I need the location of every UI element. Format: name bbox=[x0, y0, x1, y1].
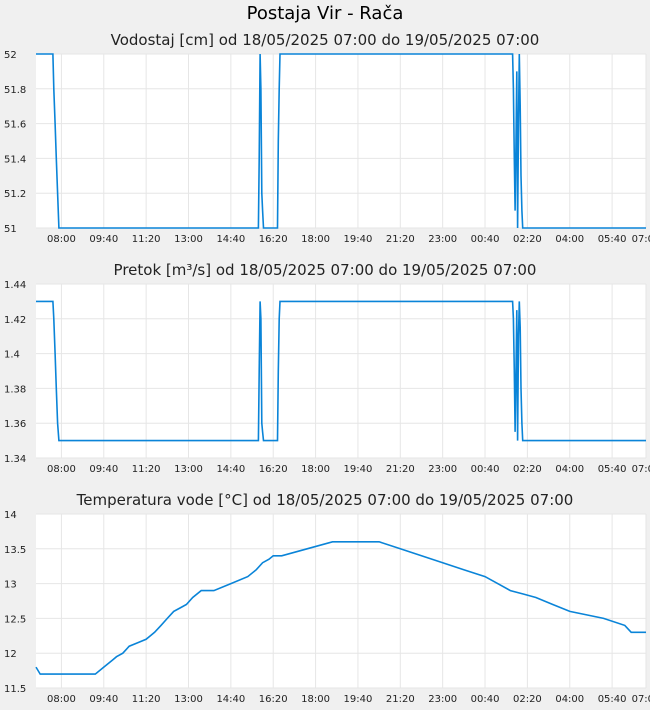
series-line-1 bbox=[36, 53, 646, 229]
y-tick-label: 14 bbox=[4, 510, 17, 521]
y-tick-label: 11.5 bbox=[4, 684, 26, 695]
x-tick-label: 08:00 bbox=[47, 694, 76, 705]
x-tick-label: 07:00 bbox=[632, 694, 650, 705]
x-tick-label: 13:00 bbox=[174, 464, 203, 475]
y-tick-label: 1.4 bbox=[4, 350, 20, 361]
y-tick-label: 51.2 bbox=[4, 189, 26, 200]
plot-area bbox=[36, 514, 646, 688]
x-tick-label: 23:00 bbox=[428, 464, 457, 475]
x-tick-label: 04:00 bbox=[555, 694, 584, 705]
x-tick-label: 05:40 bbox=[598, 694, 627, 705]
chart-panel-3: Temperatura vode [°C] od 18/05/2025 07:0… bbox=[4, 491, 650, 705]
chart-title: Vodostaj [cm] od 18/05/2025 07:00 do 19/… bbox=[111, 31, 540, 49]
x-tick-label: 13:00 bbox=[174, 694, 203, 705]
x-tick-label: 18:00 bbox=[301, 694, 330, 705]
y-tick-label: 1.34 bbox=[4, 454, 26, 465]
plot-area bbox=[36, 54, 646, 228]
x-tick-label: 05:40 bbox=[598, 234, 627, 245]
y-tick-label: 12 bbox=[4, 649, 17, 660]
y-tick-label: 51 bbox=[4, 224, 17, 235]
x-tick-label: 19:40 bbox=[344, 234, 373, 245]
x-tick-label: 14:40 bbox=[216, 234, 245, 245]
y-tick-label: 51.4 bbox=[4, 154, 26, 165]
y-tick-label: 1.36 bbox=[4, 419, 26, 430]
x-tick-label: 04:00 bbox=[555, 234, 584, 245]
x-tick-label: 21:20 bbox=[386, 694, 415, 705]
x-tick-label: 11:20 bbox=[132, 234, 161, 245]
x-tick-label: 09:40 bbox=[89, 464, 118, 475]
chart-panel-2: Pretok [m³/s] od 18/05/2025 07:00 do 19/… bbox=[4, 261, 650, 475]
y-tick-label: 13.5 bbox=[4, 545, 26, 556]
y-tick-label: 51.6 bbox=[4, 120, 26, 131]
x-tick-label: 14:40 bbox=[216, 464, 245, 475]
x-tick-label: 00:40 bbox=[471, 464, 500, 475]
x-tick-label: 16:20 bbox=[259, 234, 288, 245]
x-tick-label: 00:40 bbox=[471, 234, 500, 245]
x-tick-label: 02:20 bbox=[513, 694, 542, 705]
x-tick-label: 18:00 bbox=[301, 234, 330, 245]
x-tick-label: 08:00 bbox=[47, 464, 76, 475]
y-tick-label: 1.42 bbox=[4, 315, 26, 326]
x-tick-label: 16:20 bbox=[259, 464, 288, 475]
y-tick-label: 13 bbox=[4, 580, 17, 591]
chart-title: Pretok [m³/s] od 18/05/2025 07:00 do 19/… bbox=[114, 261, 537, 279]
page-title: Postaja Vir - Rača bbox=[246, 3, 404, 24]
x-tick-label: 16:20 bbox=[259, 694, 288, 705]
y-tick-label: 12.5 bbox=[4, 614, 26, 625]
chart-title: Temperatura vode [°C] od 18/05/2025 07:0… bbox=[76, 491, 574, 509]
x-tick-label: 23:00 bbox=[428, 234, 457, 245]
x-tick-label: 14:40 bbox=[216, 694, 245, 705]
y-tick-label: 1.38 bbox=[4, 384, 26, 395]
x-tick-label: 00:40 bbox=[471, 694, 500, 705]
x-tick-label: 18:00 bbox=[301, 464, 330, 475]
x-tick-label: 09:40 bbox=[89, 234, 118, 245]
y-tick-label: 51.8 bbox=[4, 85, 26, 96]
x-tick-label: 19:40 bbox=[344, 464, 373, 475]
x-tick-label: 21:20 bbox=[386, 464, 415, 475]
x-tick-label: 04:00 bbox=[555, 464, 584, 475]
x-tick-label: 02:20 bbox=[513, 234, 542, 245]
x-tick-label: 19:40 bbox=[344, 694, 373, 705]
x-tick-label: 08:00 bbox=[47, 234, 76, 245]
plot-area bbox=[36, 284, 646, 458]
x-tick-label: 23:00 bbox=[428, 694, 457, 705]
series-line-1 bbox=[36, 300, 646, 442]
x-tick-label: 11:20 bbox=[132, 464, 161, 475]
x-tick-label: 05:40 bbox=[598, 464, 627, 475]
chart-panel-1: Vodostaj [cm] od 18/05/2025 07:00 do 19/… bbox=[4, 31, 650, 245]
x-tick-label: 07:00 bbox=[632, 234, 650, 245]
x-tick-label: 02:20 bbox=[513, 464, 542, 475]
x-tick-label: 09:40 bbox=[89, 694, 118, 705]
x-tick-label: 21:20 bbox=[386, 234, 415, 245]
x-tick-label: 13:00 bbox=[174, 234, 203, 245]
y-tick-label: 52 bbox=[4, 50, 17, 61]
series-line-1 bbox=[35, 540, 646, 675]
x-tick-label: 07:00 bbox=[632, 464, 650, 475]
x-tick-label: 11:20 bbox=[132, 694, 161, 705]
y-tick-label: 1.44 bbox=[4, 280, 26, 291]
